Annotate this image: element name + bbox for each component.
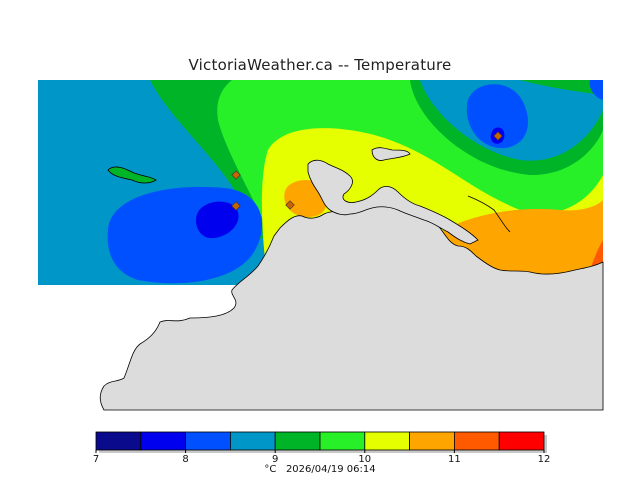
legend-caption: °C 2026/04/19 06:14: [0, 464, 640, 475]
legend-tick-label: 8: [182, 454, 189, 465]
coastline-detail: [467, 195, 511, 233]
map-title: VictoriaWeather.ca -- Temperature: [188, 56, 452, 74]
legend-swatch: [140, 431, 187, 451]
peninsula: [307, 159, 479, 245]
temp-band-dark-blue-left: [195, 201, 239, 239]
legend-swatch: [274, 431, 321, 451]
temp-band-green-top: [520, 80, 603, 95]
legend-tick-label: 9: [272, 454, 279, 465]
legend-tick-label: 11: [448, 454, 461, 465]
station-marker: [285, 200, 295, 210]
legend-tick-label: 10: [358, 454, 372, 465]
island-spit: [371, 147, 411, 161]
weather-stations: [231, 131, 503, 211]
temp-band-blue-right: [466, 84, 529, 149]
legend-tick-label: 7: [92, 454, 100, 465]
station-marker: [231, 201, 241, 211]
legend-unit: °C: [264, 464, 277, 475]
temp-band-blue-corner: [589, 80, 603, 100]
legend-swatch: [229, 431, 276, 451]
legend-swatch: [498, 431, 545, 451]
station-marker: [493, 131, 503, 141]
legend-swatch: [95, 431, 142, 451]
island-left: [107, 166, 157, 184]
legend-timestamp: 2026/04/19 06:14: [285, 464, 376, 475]
legend-swatch: [319, 431, 366, 451]
legend-swatch: [453, 431, 500, 451]
land-mass: [99, 194, 604, 411]
legend-swatch: [185, 431, 231, 451]
station-marker: [231, 170, 241, 180]
legend-swatch: [364, 431, 410, 451]
legend-swatch: [409, 431, 455, 451]
legend-tick-label: 12: [537, 454, 551, 465]
